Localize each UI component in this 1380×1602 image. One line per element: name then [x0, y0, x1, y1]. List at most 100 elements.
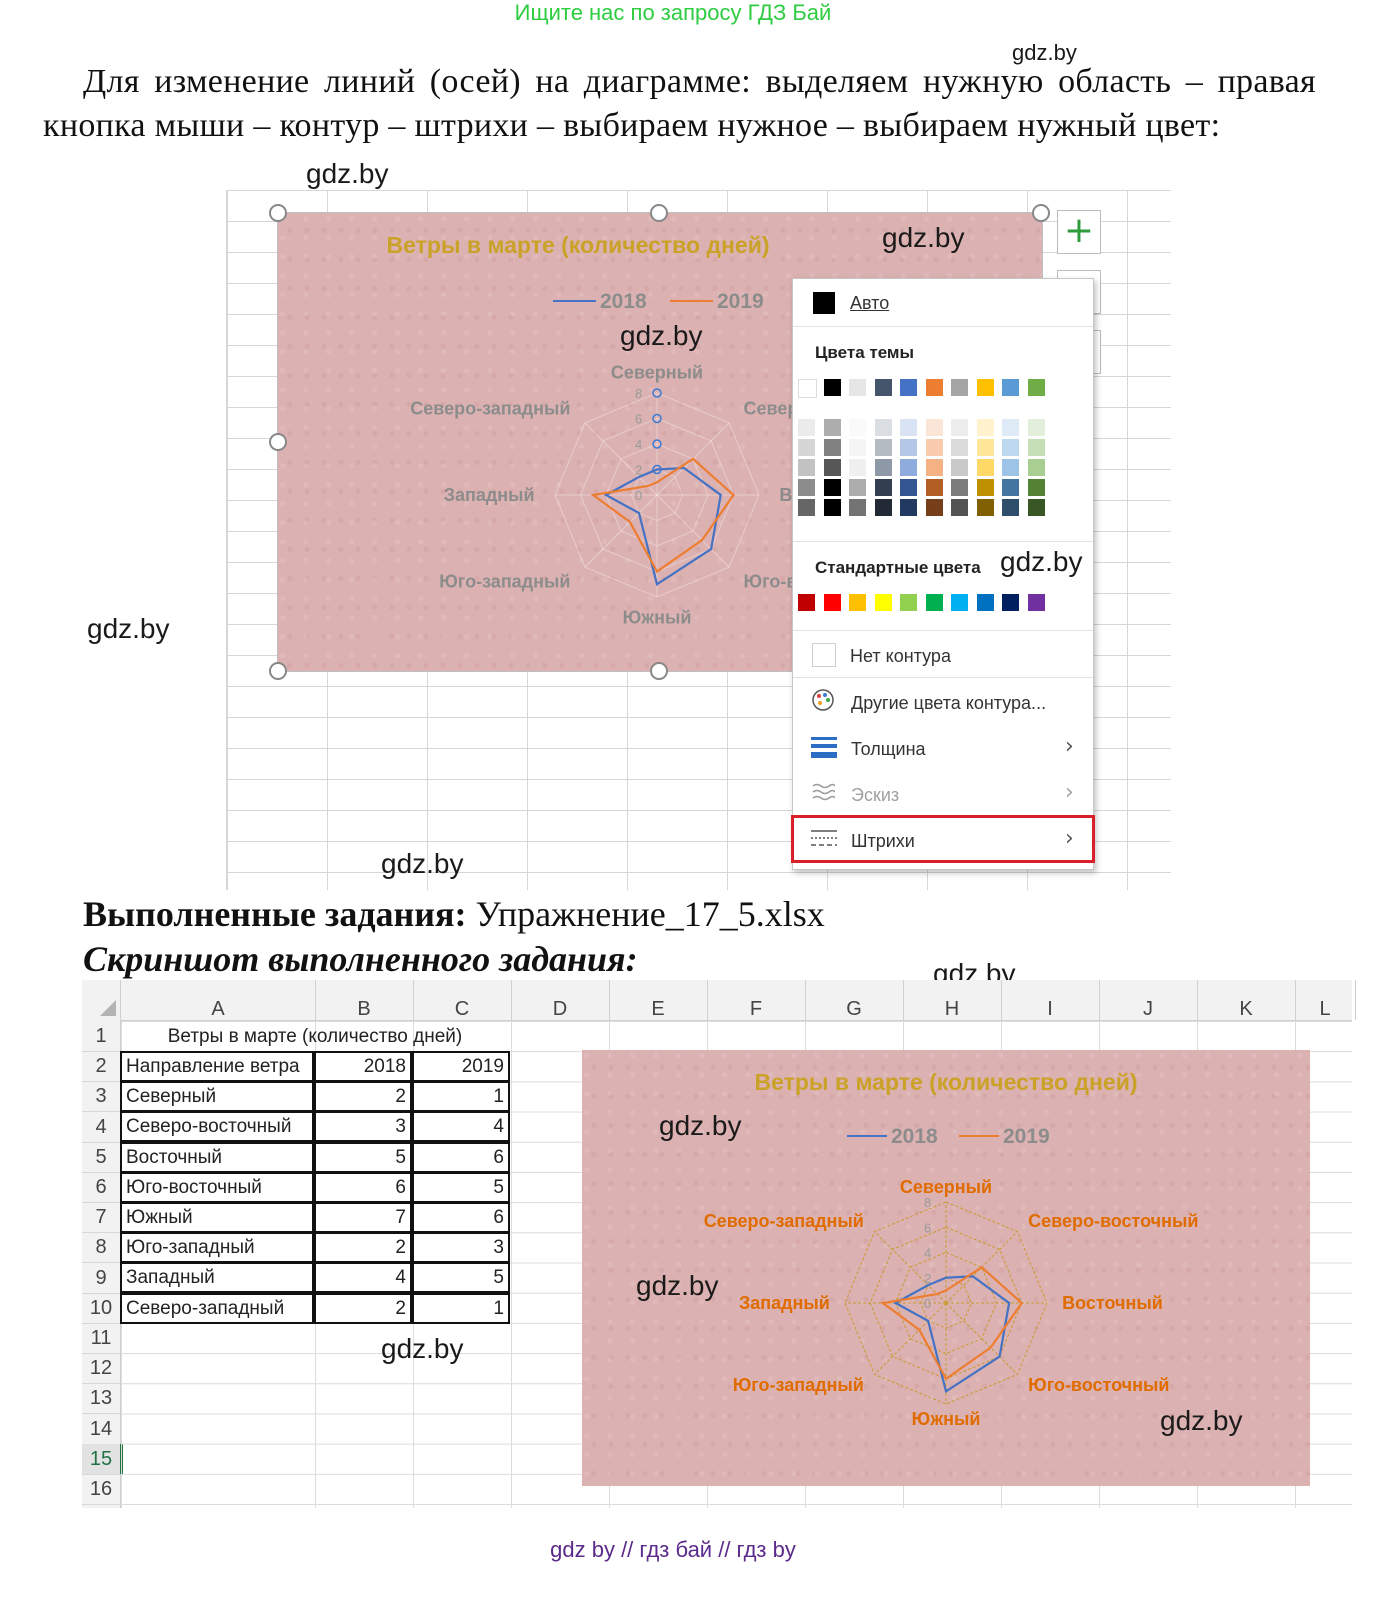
table-cell[interactable]: 5: [412, 1171, 510, 1203]
theme-shade-swatch[interactable]: [951, 479, 968, 496]
theme-shade-swatch[interactable]: [798, 479, 815, 496]
standard-color-swatch[interactable]: [823, 594, 841, 611]
theme-shade-swatch[interactable]: [874, 479, 892, 496]
table-cell[interactable]: 2: [314, 1292, 412, 1324]
theme-shade-swatch[interactable]: [1002, 419, 1019, 436]
theme-shade-swatch[interactable]: [951, 459, 968, 476]
table-cell[interactable]: 6: [412, 1141, 510, 1173]
theme-shade-swatch[interactable]: [900, 439, 917, 456]
theme-shade-swatch[interactable]: [823, 499, 841, 516]
theme-shade-swatch[interactable]: [823, 459, 841, 476]
theme-shade-swatch[interactable]: [1002, 459, 1019, 476]
theme-shade-swatch[interactable]: [900, 419, 917, 436]
theme-shade-swatch[interactable]: [1027, 459, 1045, 476]
theme-color-swatch[interactable]: [976, 379, 994, 396]
resize-handle[interactable]: [269, 204, 287, 222]
row-header-2[interactable]: 2: [82, 1051, 120, 1083]
table-cell[interactable]: Северо-восточный: [120, 1111, 314, 1143]
standard-color-swatch[interactable]: [900, 594, 917, 611]
row-header-11[interactable]: 11: [82, 1323, 120, 1354]
table-cell[interactable]: 6: [314, 1171, 412, 1203]
series-line-2019[interactable]: [880, 1265, 1024, 1381]
column-header-E[interactable]: E: [609, 980, 708, 1020]
theme-shade-swatch[interactable]: [976, 439, 994, 456]
table-cell[interactable]: 6: [412, 1202, 510, 1233]
theme-color-swatch[interactable]: [951, 379, 968, 396]
menu-item-weight[interactable]: Толщина: [851, 739, 926, 759]
axis-selection-handle[interactable]: [652, 388, 662, 398]
theme-shade-swatch[interactable]: [925, 479, 943, 496]
table-cell[interactable]: 1: [412, 1292, 510, 1324]
table-cell[interactable]: Восточный: [120, 1141, 314, 1173]
theme-color-swatch[interactable]: [925, 379, 943, 396]
menu-item-more-colors[interactable]: Другие цвета контура...: [851, 693, 1047, 713]
table-cell[interactable]: 3: [314, 1111, 412, 1143]
column-header-I[interactable]: I: [1001, 980, 1100, 1020]
theme-shade-swatch[interactable]: [798, 439, 815, 456]
row-header-4[interactable]: 4: [82, 1112, 120, 1143]
row-header-10[interactable]: 10: [82, 1293, 120, 1324]
theme-shade-swatch[interactable]: [900, 459, 917, 476]
column-header-B[interactable]: B: [315, 980, 414, 1020]
theme-shade-swatch[interactable]: [849, 419, 866, 436]
theme-color-swatch[interactable]: [849, 379, 866, 396]
table-cell[interactable]: Южный: [120, 1202, 314, 1233]
table-cell[interactable]: 5: [412, 1262, 510, 1294]
theme-shade-swatch[interactable]: [925, 499, 943, 516]
table-cell[interactable]: Юго-западный: [120, 1232, 314, 1264]
theme-shade-swatch[interactable]: [951, 439, 968, 456]
column-header-G[interactable]: G: [805, 980, 904, 1020]
sheet-title-cell[interactable]: Ветры в марте (количество дней): [167, 1026, 463, 1047]
axis-selection-handle[interactable]: [652, 413, 662, 424]
theme-shade-swatch[interactable]: [925, 439, 943, 456]
theme-shade-swatch[interactable]: [849, 459, 866, 476]
column-header-D[interactable]: D: [511, 980, 610, 1020]
select-all-triangle[interactable]: [100, 1000, 116, 1016]
theme-shade-swatch[interactable]: [874, 439, 892, 456]
theme-shade-swatch[interactable]: [976, 499, 994, 516]
standard-color-swatch[interactable]: [976, 594, 994, 611]
theme-shade-swatch[interactable]: [798, 459, 815, 476]
standard-color-swatch[interactable]: [798, 594, 815, 611]
theme-shade-swatch[interactable]: [823, 439, 841, 456]
row-header-5[interactable]: 5: [82, 1142, 120, 1173]
row-header-15[interactable]: 15: [82, 1443, 123, 1475]
theme-shade-swatch[interactable]: [823, 479, 841, 496]
theme-shade-swatch[interactable]: [874, 459, 892, 476]
column-header-C[interactable]: C: [413, 980, 512, 1020]
table-header-cell[interactable]: Направление ветра: [120, 1051, 314, 1082]
theme-color-swatch[interactable]: [823, 379, 841, 396]
column-header-A[interactable]: A: [121, 980, 316, 1020]
theme-shade-swatch[interactable]: [798, 419, 815, 436]
theme-shade-swatch[interactable]: [1027, 419, 1045, 436]
standard-color-swatch[interactable]: [849, 594, 866, 611]
table-cell[interactable]: 2: [314, 1081, 412, 1113]
theme-shade-swatch[interactable]: [976, 479, 994, 496]
table-cell[interactable]: 4: [412, 1111, 510, 1143]
theme-shade-swatch[interactable]: [976, 459, 994, 476]
theme-shade-swatch[interactable]: [951, 499, 968, 516]
theme-shade-swatch[interactable]: [1027, 499, 1045, 516]
resize-handle[interactable]: [650, 204, 668, 222]
table-header-cell[interactable]: 2018: [314, 1051, 412, 1082]
resize-handle[interactable]: [650, 662, 668, 680]
row-header-8[interactable]: 8: [82, 1232, 120, 1264]
theme-shade-swatch[interactable]: [849, 439, 866, 456]
row-header-1[interactable]: 1: [82, 1021, 120, 1052]
chart-elements-button[interactable]: +: [1057, 210, 1101, 254]
row-header-16[interactable]: 16: [82, 1474, 120, 1505]
table-cell[interactable]: Северный: [120, 1081, 314, 1113]
standard-color-swatch[interactable]: [925, 594, 943, 611]
row-header-12[interactable]: 12: [82, 1353, 120, 1385]
row-header-9[interactable]: 9: [82, 1263, 120, 1294]
table-cell[interactable]: Северо-западный: [120, 1292, 314, 1324]
theme-shade-swatch[interactable]: [976, 419, 994, 436]
theme-color-swatch[interactable]: [1027, 379, 1045, 396]
series-line-2018[interactable]: [603, 466, 722, 587]
theme-shade-swatch[interactable]: [823, 419, 841, 436]
theme-shade-swatch[interactable]: [1002, 439, 1019, 456]
standard-color-swatch[interactable]: [1002, 594, 1019, 611]
theme-shade-swatch[interactable]: [1027, 479, 1045, 496]
standard-color-swatch[interactable]: [951, 594, 968, 611]
table-cell[interactable]: 1: [412, 1081, 510, 1113]
